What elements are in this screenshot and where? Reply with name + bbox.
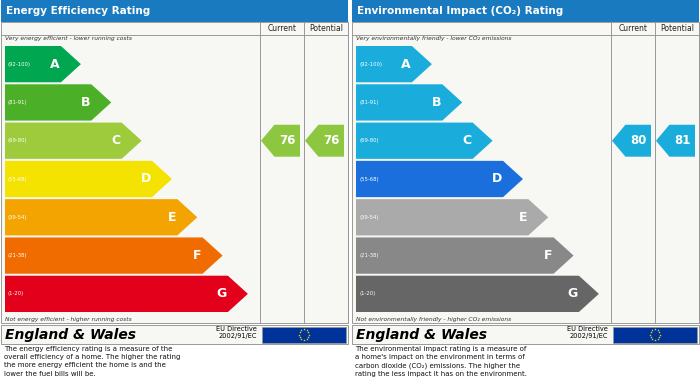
Text: C: C bbox=[111, 134, 120, 147]
Text: 76: 76 bbox=[323, 134, 339, 147]
Text: B: B bbox=[432, 96, 441, 109]
Polygon shape bbox=[5, 46, 81, 82]
Text: Very environmentally friendly - lower CO₂ emissions: Very environmentally friendly - lower CO… bbox=[356, 36, 512, 41]
Text: The environmental impact rating is a measure of
a home's impact on the environme: The environmental impact rating is a mea… bbox=[355, 346, 527, 377]
Text: (55-68): (55-68) bbox=[359, 176, 379, 181]
Text: Potential: Potential bbox=[309, 24, 343, 33]
Text: A: A bbox=[401, 57, 411, 71]
Text: EU Directive
2002/91/EC: EU Directive 2002/91/EC bbox=[216, 326, 257, 339]
Polygon shape bbox=[5, 237, 223, 274]
Bar bbox=[352, 0, 699, 22]
Polygon shape bbox=[356, 199, 548, 235]
Text: 80: 80 bbox=[630, 134, 646, 147]
Polygon shape bbox=[356, 161, 523, 197]
Polygon shape bbox=[356, 122, 493, 159]
Text: G: G bbox=[217, 287, 227, 300]
Text: (81-91): (81-91) bbox=[8, 100, 27, 105]
Polygon shape bbox=[305, 125, 344, 157]
Text: (92-100): (92-100) bbox=[359, 62, 382, 66]
Text: (21-38): (21-38) bbox=[359, 253, 379, 258]
Text: D: D bbox=[141, 172, 151, 185]
Polygon shape bbox=[5, 199, 197, 235]
Polygon shape bbox=[5, 84, 111, 120]
Text: (92-100): (92-100) bbox=[8, 62, 31, 66]
Text: Not energy efficient - higher running costs: Not energy efficient - higher running co… bbox=[5, 317, 132, 322]
Text: Energy Efficiency Rating: Energy Efficiency Rating bbox=[6, 6, 150, 16]
Text: D: D bbox=[492, 172, 502, 185]
Text: E: E bbox=[168, 211, 176, 224]
Text: England & Wales: England & Wales bbox=[356, 328, 487, 341]
Text: F: F bbox=[544, 249, 552, 262]
Text: (81-91): (81-91) bbox=[359, 100, 379, 105]
Text: 76: 76 bbox=[279, 134, 295, 147]
Bar bbox=[1, 0, 348, 22]
Polygon shape bbox=[5, 122, 141, 159]
Polygon shape bbox=[261, 125, 300, 157]
Polygon shape bbox=[656, 125, 695, 157]
Polygon shape bbox=[356, 46, 432, 82]
Text: F: F bbox=[193, 249, 202, 262]
Text: Very energy efficient - lower running costs: Very energy efficient - lower running co… bbox=[5, 36, 132, 41]
Bar bbox=[262, 326, 346, 343]
Bar bbox=[352, 22, 699, 323]
Text: B: B bbox=[80, 96, 90, 109]
Text: 81: 81 bbox=[674, 134, 690, 147]
Text: (21-38): (21-38) bbox=[8, 253, 27, 258]
Polygon shape bbox=[356, 237, 573, 274]
Bar bbox=[352, 325, 699, 344]
Text: (69-80): (69-80) bbox=[8, 138, 27, 143]
Bar bbox=[1, 325, 348, 344]
Text: (1-20): (1-20) bbox=[8, 291, 25, 296]
Text: C: C bbox=[463, 134, 472, 147]
Text: England & Wales: England & Wales bbox=[5, 328, 136, 341]
Polygon shape bbox=[356, 276, 599, 312]
Text: (55-68): (55-68) bbox=[8, 176, 27, 181]
Bar bbox=[1, 22, 348, 323]
Text: Potential: Potential bbox=[660, 24, 694, 33]
Text: Current: Current bbox=[267, 24, 297, 33]
Text: EU Directive
2002/91/EC: EU Directive 2002/91/EC bbox=[567, 326, 608, 339]
Text: A: A bbox=[50, 57, 60, 71]
Text: (69-80): (69-80) bbox=[359, 138, 379, 143]
Text: Not environmentally friendly - higher CO₂ emissions: Not environmentally friendly - higher CO… bbox=[356, 317, 511, 322]
Polygon shape bbox=[5, 161, 172, 197]
Text: Current: Current bbox=[619, 24, 648, 33]
Text: G: G bbox=[568, 287, 578, 300]
Polygon shape bbox=[5, 276, 248, 312]
Text: E: E bbox=[519, 211, 527, 224]
Text: (39-54): (39-54) bbox=[8, 215, 27, 220]
Text: The energy efficiency rating is a measure of the
overall efficiency of a home. T: The energy efficiency rating is a measur… bbox=[4, 346, 181, 377]
Text: (1-20): (1-20) bbox=[359, 291, 375, 296]
Polygon shape bbox=[612, 125, 651, 157]
Bar bbox=[613, 326, 697, 343]
Text: (39-54): (39-54) bbox=[359, 215, 379, 220]
Text: Environmental Impact (CO₂) Rating: Environmental Impact (CO₂) Rating bbox=[357, 6, 564, 16]
Polygon shape bbox=[356, 84, 462, 120]
